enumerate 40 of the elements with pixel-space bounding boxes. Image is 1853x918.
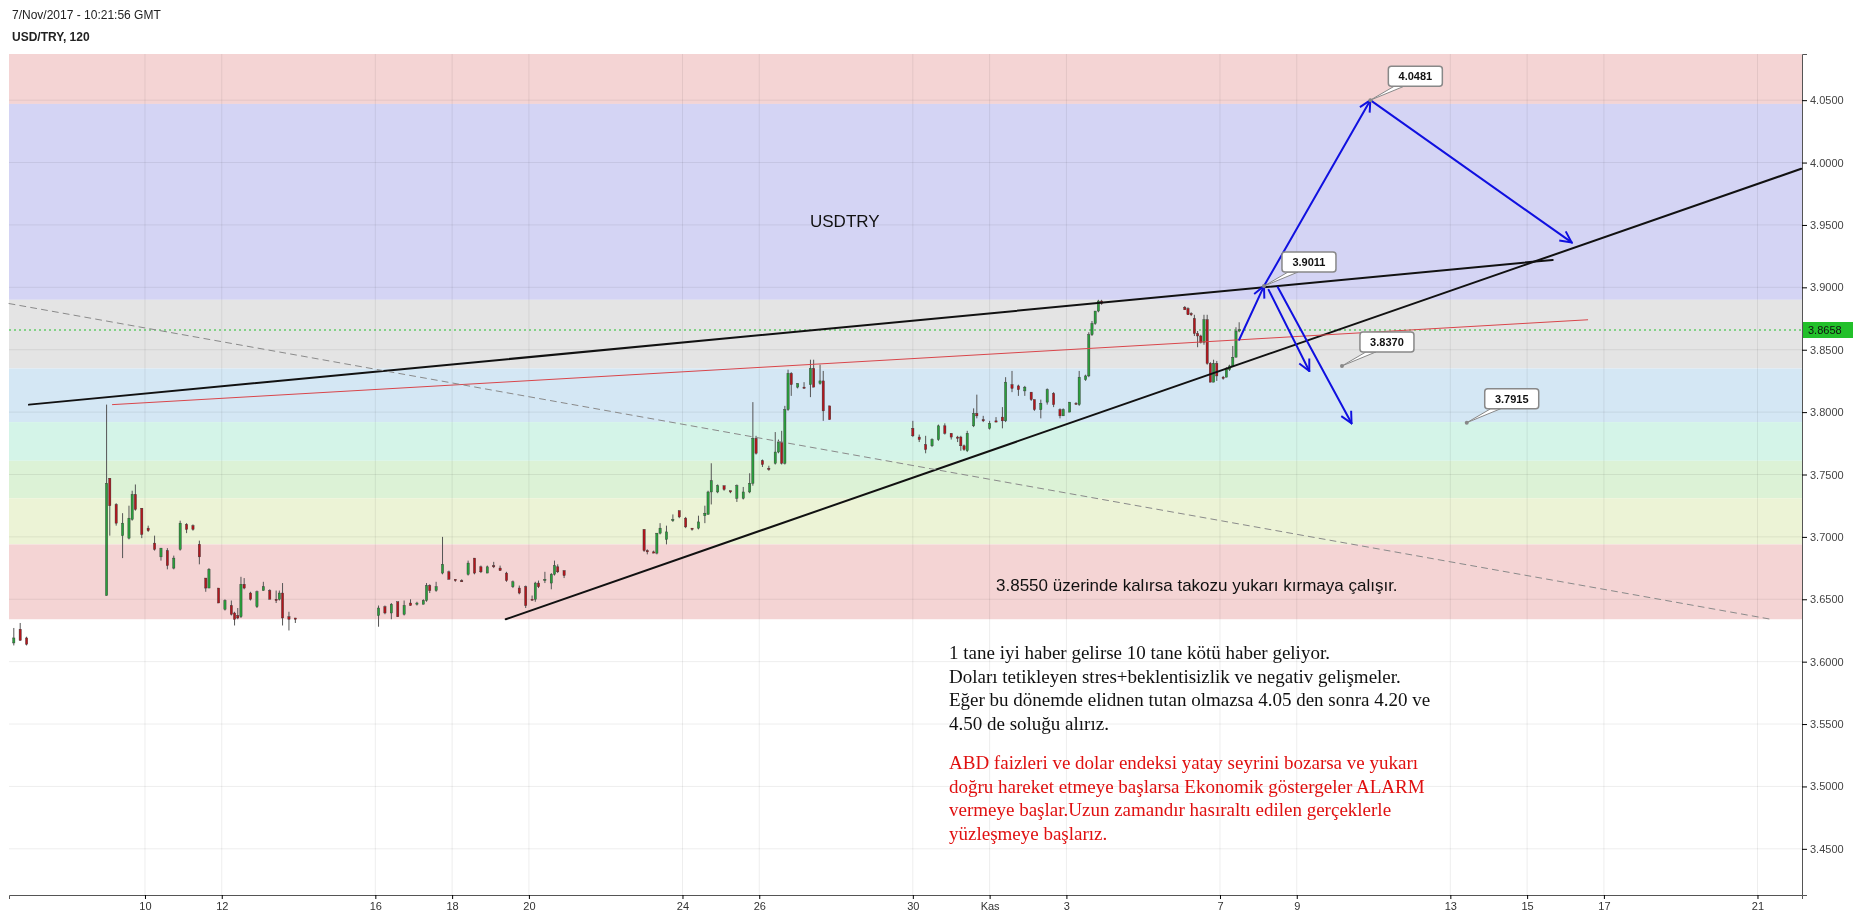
x-tick-label: 30 <box>907 899 920 912</box>
y-tick-label: 3.5000 <box>1810 780 1844 793</box>
x-tick-label: 7 <box>1217 899 1224 912</box>
x-tick-label: 26 <box>753 899 766 912</box>
x-tick-label: 24 <box>676 899 690 912</box>
x-tick-label: Kas <box>980 899 1001 912</box>
y-tick-label: 3.6000 <box>1810 655 1844 668</box>
x-tick-label: 21 <box>1751 899 1765 912</box>
annotation: 4.0481 <box>1398 70 1433 83</box>
y-tick-label: 3.6500 <box>1810 593 1844 606</box>
y-tick-label: 4.0500 <box>1810 94 1844 107</box>
annotation: USDTRY <box>810 212 880 231</box>
annotation: 3.7915 <box>1494 392 1529 405</box>
x-tick-label: 18 <box>446 899 459 912</box>
y-tick-label: 3.7500 <box>1810 468 1844 481</box>
y-tick-label: 3.7000 <box>1810 530 1844 543</box>
x-tick-label: 17 <box>1598 899 1611 912</box>
chart-title: USD/TRY, 120 <box>12 30 90 44</box>
x-tick-label: 16 <box>369 899 382 912</box>
x-tick-label: 20 <box>523 899 536 912</box>
y-tick-label: 3.8000 <box>1810 406 1844 419</box>
chart-subtitle: 7/Nov/2017 - 10:21:56 GMT <box>12 8 162 22</box>
x-tick-label: 15 <box>1521 899 1534 912</box>
annotation: 3.9011 <box>1292 256 1326 269</box>
y-tick-label: 3.9500 <box>1810 218 1844 231</box>
y-tick-label: 3.8500 <box>1810 343 1844 356</box>
annotation: 3.8370 <box>1370 335 1404 348</box>
y-tick-label: 3.4500 <box>1810 842 1844 855</box>
x-tick-label: 10 <box>139 899 152 912</box>
x-tick-label: 13 <box>1444 899 1457 912</box>
annotation: 3.8550 üzerinde kalırsa takozu yukarı kırmaya çalışır. <box>996 576 1398 595</box>
annotation: ABD faizleri ve dolar endeksi yatay seyrini bozarsa ve yukarı doğru hareket etmeye başlarsa Ekonomik göstergeler ALARM vermeye başlar.Uzun zamandır hasıraltı edilen gerçeklerle yüzleşmeye başlarız. <box>949 752 1425 844</box>
x-tick-label: 12 <box>216 899 229 912</box>
y-tick-label: 3.5500 <box>1810 718 1844 731</box>
y-tick-label: 4.0000 <box>1810 156 1844 169</box>
x-tick-label: 3 <box>1063 899 1070 912</box>
ref-line-label: 3.8658 <box>1808 324 1842 337</box>
y-tick-label: 3.9000 <box>1810 281 1844 294</box>
annotation: 1 tane iyi haber gelirse 10 tane kötü haber geliyor. Doları tetikleyen stres+beklentisizlik ve negativ gelişmeler. Eğer bu dönemde elidnen tutan olmazsa 4.05 den sonra 4.20 ve 4.50 de soluğu alırız. <box>949 642 1431 734</box>
x-tick-label: 9 <box>1294 899 1301 912</box>
